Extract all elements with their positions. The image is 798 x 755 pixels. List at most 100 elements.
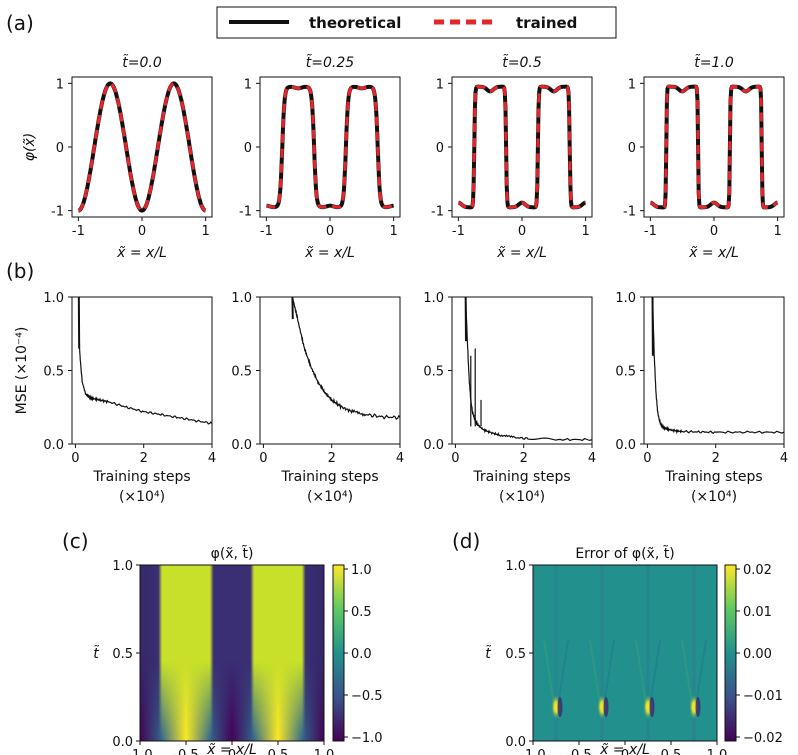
- y-tick-label: 0.0: [112, 735, 133, 750]
- y-tick-label: 1.0: [43, 291, 64, 306]
- x-tick-label: 2: [140, 451, 148, 466]
- series-trained: [78, 81, 206, 213]
- x-tick-label: 0: [71, 451, 79, 466]
- error-hotspot-negative: [649, 697, 655, 717]
- y-tick-label: 0.5: [423, 365, 444, 380]
- profile-title: t̃=1.0: [694, 54, 734, 71]
- colorbar-tick-label: −1.0: [351, 731, 383, 746]
- error-fan-right: [695, 639, 707, 706]
- error-fan-left: [589, 639, 601, 706]
- panel-label-a: (a): [6, 11, 34, 35]
- x-axis-label: x̃ = x/L: [688, 245, 739, 261]
- y-tick-label: 1.0: [505, 559, 526, 574]
- x-tick-label: 0.5: [268, 748, 289, 755]
- colorbar-tick-label: 0.5: [351, 605, 372, 620]
- y-tick-label: 0.0: [615, 438, 636, 453]
- heatmap-d-xlabel: x̃ = x/L: [599, 742, 650, 755]
- mse-panel-4: 0 2 4 0.0 0.5 1.0 Training steps (×10⁴): [615, 291, 788, 505]
- x-tick-label: 0: [518, 224, 526, 239]
- colorbar-tick-label: 0.0: [351, 647, 372, 662]
- y-tick-label: 0.5: [112, 647, 133, 662]
- x-tick-label: 4: [396, 451, 404, 466]
- x-tick-label: 1: [389, 224, 397, 239]
- y-axis-label: φ(x̃): [22, 133, 38, 161]
- axes-frame: [259, 296, 401, 445]
- mse-panel-2: 0 2 4 0.0 0.5 1.0 Training steps (×10⁴): [231, 291, 404, 505]
- x-tick-label: 1: [581, 224, 589, 239]
- mse-panel-3: 0 2 4 0.0 0.5 1.0 Training steps (×10⁴): [423, 291, 596, 505]
- colorbar-tick-label: −0.01: [743, 689, 783, 704]
- x-axis-label: x̃ = x/L: [304, 245, 355, 261]
- heatmap-c-lowtime: [140, 565, 324, 741]
- y-axis-label: MSE (×10⁻⁴): [14, 327, 30, 415]
- x-tick-label: -1: [644, 224, 657, 239]
- colorbar-tick-label: 0.02: [743, 563, 772, 578]
- y-tick-label: -1: [51, 205, 64, 220]
- x-tick-label: 0: [710, 224, 718, 239]
- axes-frame: [451, 296, 593, 445]
- profile-title: t̃=0.25: [306, 54, 354, 71]
- x-tick-label: 4: [780, 451, 788, 466]
- error-hotspot-negative: [603, 697, 609, 717]
- x-axis-unit: (×10⁴): [499, 489, 545, 505]
- y-tick-label: 1: [628, 77, 636, 92]
- y-tick-label: -1: [623, 205, 636, 220]
- x-tick-label: 2: [520, 451, 528, 466]
- y-tick-label: 0.5: [505, 647, 526, 662]
- y-tick-label: 0.5: [615, 365, 636, 380]
- error-fan-left: [681, 639, 693, 706]
- series-trained: [458, 84, 586, 209]
- y-tick-label: 0.0: [231, 438, 252, 453]
- x-axis-label: Training steps: [92, 469, 190, 485]
- x-tick-label: 2: [328, 451, 336, 466]
- series-mse: [651, 296, 785, 435]
- y-tick-label: 1: [244, 77, 252, 92]
- x-tick-label: 0: [451, 451, 459, 466]
- x-axis-unit: (×10⁴): [691, 489, 737, 505]
- heatmap-c: φ(x̃, t̃) -1.0 -0.5 0 0.5 1.0 0.0 0.5 1.0 x̃ = …: [93, 545, 382, 755]
- y-tick-label: 0.5: [43, 365, 64, 380]
- colorbar-tick-label: 0.01: [743, 605, 772, 620]
- profile-title: t̃=0.5: [502, 54, 542, 71]
- axes-frame: [71, 296, 213, 445]
- profile-title: t̃=0.0: [122, 54, 162, 71]
- y-tick-label: 1.0: [231, 291, 252, 306]
- y-tick-label: 1: [436, 77, 444, 92]
- error-fan-left: [543, 639, 555, 706]
- x-tick-label: 1.0: [707, 748, 728, 755]
- x-tick-label: 0: [138, 224, 146, 239]
- y-tick-label: 1.0: [423, 291, 444, 306]
- panel-label-d: (d): [452, 529, 480, 553]
- mse-panel-1: 0 2 4 0.0 0.5 1.0 Training steps (×10⁴) MSE (×10…: [14, 291, 216, 505]
- profile-panel-2: t̃=0.25 -1 0 1 -1 0 1 x̃ = x/L: [239, 54, 401, 261]
- series-mse: [291, 296, 401, 420]
- colorbar-tick-label: −0.02: [743, 731, 783, 746]
- error-fan-right: [649, 639, 661, 706]
- error-fan-left: [635, 639, 647, 706]
- profile-panel-1: t̃=0.0 -1 0 1 -1 0 1 x̃ = x/L φ(x̃): [22, 54, 213, 261]
- panel-label-b: (b): [6, 259, 34, 283]
- y-tick-label: 0: [628, 141, 636, 156]
- x-tick-label: 4: [588, 451, 596, 466]
- profile-panel-3: t̃=0.5 -1 0 1 -1 0 1 x̃ = x/L: [431, 54, 593, 261]
- x-tick-label: -1: [260, 224, 273, 239]
- x-tick-label: 0: [259, 451, 267, 466]
- heatmap-d-ylabel: t̃: [485, 645, 492, 662]
- series-theoretical: [77, 81, 207, 213]
- error-hotspot-negative: [557, 697, 563, 717]
- error-hotspot-negative: [695, 697, 701, 717]
- x-tick-label: -1.0: [520, 748, 545, 755]
- x-tick-label: 0: [228, 748, 236, 755]
- x-axis-unit: (×10⁴): [307, 489, 353, 505]
- x-tick-label: 1: [201, 224, 209, 239]
- x-tick-label: 0: [326, 224, 334, 239]
- error-fan-right: [603, 639, 615, 706]
- error-fan-right: [557, 639, 569, 706]
- x-tick-label: -0.5: [173, 748, 198, 755]
- y-tick-label: 0.0: [423, 438, 444, 453]
- y-tick-label: 0: [436, 141, 444, 156]
- heatmap-c-xlabel: x̃ = x/L: [206, 742, 257, 755]
- colorbar-tick-label: 0.00: [743, 647, 772, 662]
- series-mse: [465, 297, 593, 442]
